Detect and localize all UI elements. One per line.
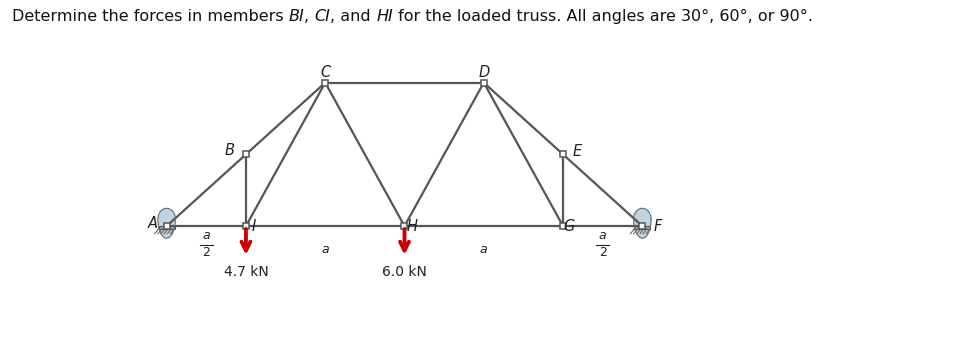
Text: G: G <box>563 219 574 234</box>
Bar <box>634 226 650 229</box>
Text: , and: , and <box>330 9 376 24</box>
Polygon shape <box>633 209 651 238</box>
Text: a: a <box>598 229 606 242</box>
Text: CI: CI <box>315 9 330 24</box>
Text: 2: 2 <box>598 246 606 259</box>
Text: E: E <box>573 144 581 159</box>
Text: C: C <box>319 65 330 80</box>
Text: B: B <box>225 143 234 158</box>
Text: a: a <box>480 243 488 256</box>
Text: 2: 2 <box>202 246 210 259</box>
Text: a: a <box>202 229 210 242</box>
Text: ,: , <box>304 9 315 24</box>
Text: for the loaded truss. All angles are 30°, 60°, or 90°.: for the loaded truss. All angles are 30°… <box>393 9 812 24</box>
Text: A: A <box>148 216 157 231</box>
Text: Determine the forces in members: Determine the forces in members <box>12 9 288 24</box>
Polygon shape <box>157 209 175 238</box>
Text: 6.0 kN: 6.0 kN <box>382 265 427 279</box>
Bar <box>158 226 175 229</box>
Text: I: I <box>251 219 256 234</box>
Text: D: D <box>478 65 488 80</box>
Text: F: F <box>654 219 661 234</box>
Text: BI: BI <box>288 9 304 24</box>
Text: HI: HI <box>376 9 393 24</box>
Text: H: H <box>406 219 417 234</box>
Text: a: a <box>321 243 328 256</box>
Text: 4.7 kN: 4.7 kN <box>224 265 268 279</box>
